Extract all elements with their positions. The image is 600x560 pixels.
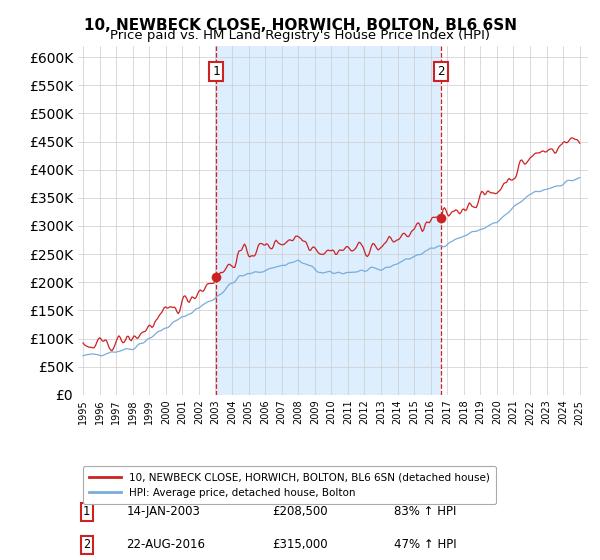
Text: £208,500: £208,500 bbox=[272, 505, 328, 518]
Text: 10, NEWBECK CLOSE, HORWICH, BOLTON, BL6 6SN: 10, NEWBECK CLOSE, HORWICH, BOLTON, BL6 … bbox=[83, 18, 517, 33]
Text: 1: 1 bbox=[83, 505, 90, 518]
Text: 14-JAN-2003: 14-JAN-2003 bbox=[127, 505, 200, 518]
Legend: 10, NEWBECK CLOSE, HORWICH, BOLTON, BL6 6SN (detached house), HPI: Average price: 10, NEWBECK CLOSE, HORWICH, BOLTON, BL6 … bbox=[83, 466, 496, 504]
Text: 2: 2 bbox=[83, 538, 90, 551]
Bar bbox=[216, 46, 441, 395]
Text: Price paid vs. HM Land Registry's House Price Index (HPI): Price paid vs. HM Land Registry's House … bbox=[110, 29, 490, 42]
Text: 2: 2 bbox=[437, 65, 445, 78]
Text: 47% ↑ HPI: 47% ↑ HPI bbox=[394, 538, 457, 551]
Text: £315,000: £315,000 bbox=[272, 538, 328, 551]
Text: 22-AUG-2016: 22-AUG-2016 bbox=[127, 538, 205, 551]
Text: 83% ↑ HPI: 83% ↑ HPI bbox=[394, 505, 457, 518]
Text: 1: 1 bbox=[212, 65, 220, 78]
